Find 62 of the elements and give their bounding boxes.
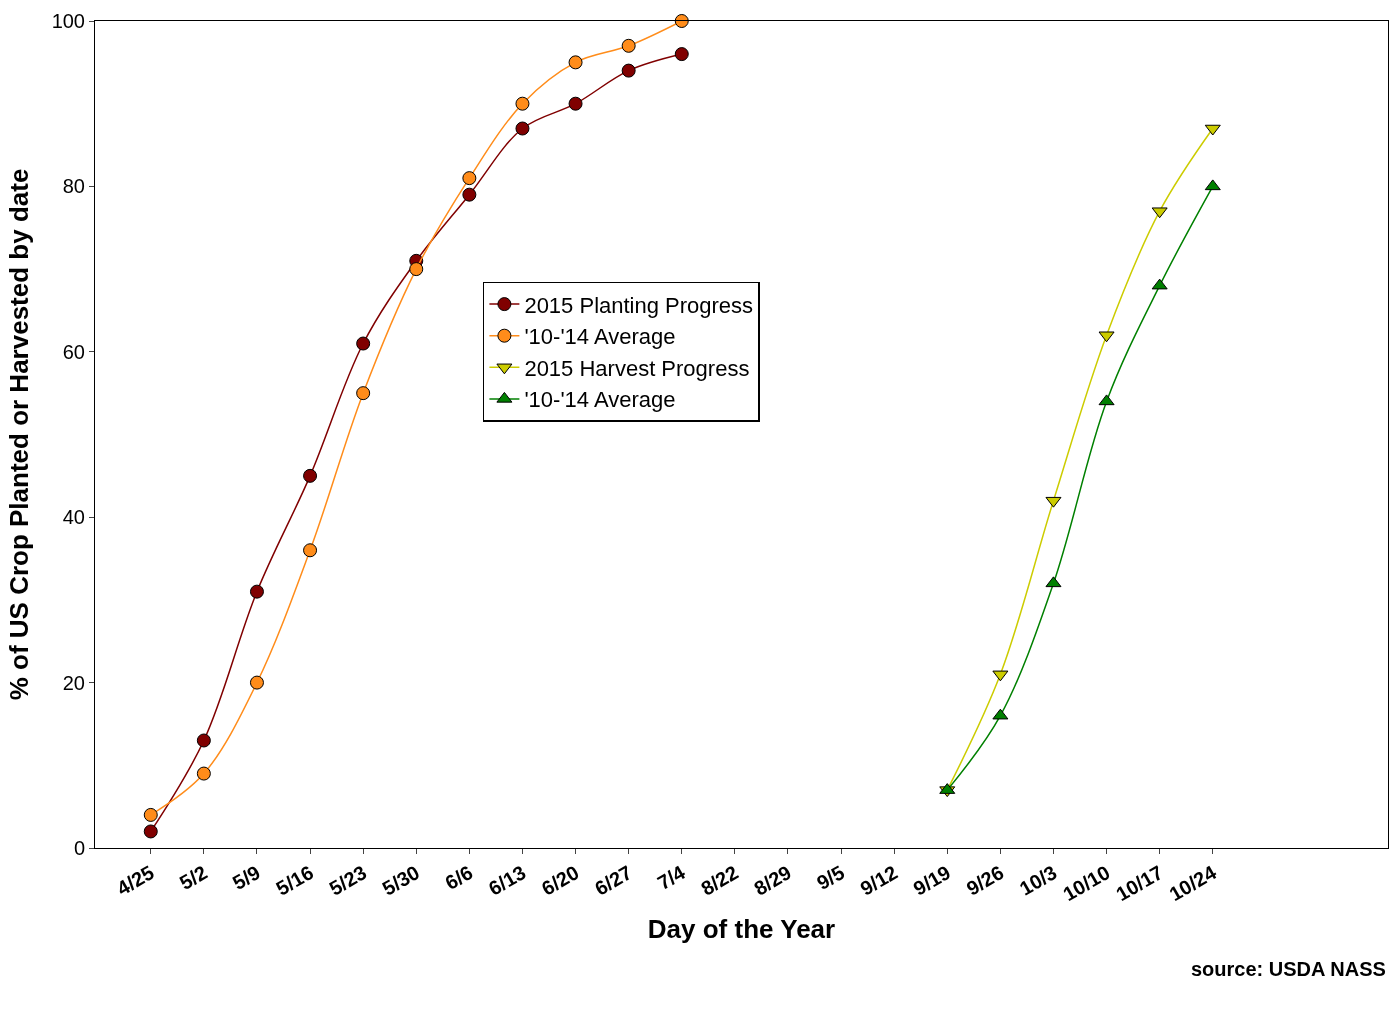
x-tick-label: 8/22: [697, 861, 742, 900]
point: [462, 187, 477, 202]
point: [1151, 207, 1168, 219]
x-tick-label: 4/25: [113, 861, 158, 900]
point: [621, 63, 636, 78]
point: [1098, 331, 1115, 343]
x-tick-label: 8/29: [750, 861, 795, 900]
x-tick-label: 5/16: [272, 861, 318, 900]
y-tick-label: 20: [62, 671, 85, 694]
point: [462, 171, 477, 186]
point: [674, 47, 689, 62]
point: [1204, 179, 1221, 191]
point: [621, 38, 636, 53]
x-tick-label: 9/12: [856, 861, 902, 900]
x-tick-label: 5/2: [175, 861, 211, 895]
point: [515, 96, 530, 111]
y-axis-title: % of US Crop Planted or Harvested by date: [4, 168, 35, 701]
y-tick-label: 40: [62, 506, 85, 529]
y-tick-label: 80: [62, 175, 85, 198]
point: [515, 121, 530, 136]
x-tick-label: 6/13: [484, 861, 530, 900]
point: [992, 708, 1009, 720]
x-tick-label: 9/5: [812, 861, 849, 895]
x-tick-label: 6/20: [537, 861, 583, 900]
legend-label: '10-'14 Average: [524, 324, 676, 350]
point: [1045, 496, 1062, 508]
x-tick-label: 6/27: [590, 861, 636, 900]
legend-label: '10-'14 Average: [524, 387, 676, 413]
x-tick-label: 5/30: [378, 861, 424, 900]
y-tick-label: 60: [62, 340, 85, 363]
x-tick-label: 9/19: [909, 861, 955, 900]
point: [249, 584, 264, 599]
x-tick-label: 9/26: [962, 861, 1008, 900]
point: [249, 675, 264, 690]
x-tick-label: 5/9: [228, 861, 264, 895]
point: [303, 468, 318, 483]
point: [196, 766, 211, 781]
x-tick-label: 6/6: [441, 861, 477, 895]
source-note: source: USDA NASS: [1191, 958, 1386, 980]
point: [143, 807, 158, 822]
point: [1204, 124, 1221, 136]
point: [1151, 278, 1168, 290]
legend-label: 2015 Planting Progress: [524, 292, 754, 318]
x-axis-title: Day of the Year: [647, 913, 836, 944]
point: [568, 55, 583, 70]
y-tick-label: 0: [73, 837, 85, 859]
point: [992, 670, 1009, 682]
point: [1045, 576, 1062, 588]
legend-label: 2015 Harvest Progress: [524, 355, 750, 381]
point: [356, 386, 371, 401]
point: [568, 96, 583, 111]
point: [1098, 394, 1115, 406]
x-tick-label: 7/4: [653, 860, 690, 895]
point: [303, 543, 318, 558]
point: [356, 336, 371, 351]
x-tick-label: 5/23: [325, 861, 371, 900]
y-tick-label: 100: [51, 10, 85, 32]
point: [143, 824, 158, 839]
point: [409, 262, 424, 277]
point: [196, 733, 211, 748]
x-tick-label: 10/3: [1015, 861, 1061, 900]
point: [674, 14, 689, 28]
